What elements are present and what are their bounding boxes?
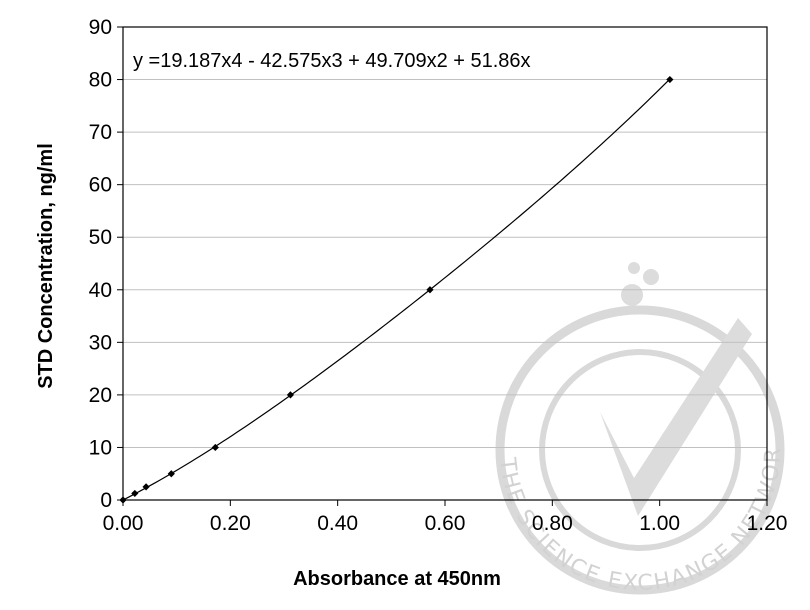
x-tick-label: 0.60 xyxy=(425,512,466,535)
y-tick-label: 30 xyxy=(89,331,112,354)
data-point xyxy=(426,286,434,294)
trendline-equation: y =19.187x4 - 42.575x3 + 49.709x2 + 51.8… xyxy=(133,50,531,72)
y-tick-label: 60 xyxy=(89,174,112,197)
checkmark-seal-icon xyxy=(600,318,752,516)
x-tick-label: 1.20 xyxy=(747,512,788,535)
y-tick-label: 90 xyxy=(89,16,112,39)
x-tick-label: 1.00 xyxy=(639,512,680,535)
data-point xyxy=(142,483,150,491)
data-point xyxy=(167,470,175,478)
gridlines xyxy=(123,26,767,448)
x-tick-label: 0.00 xyxy=(103,512,144,535)
watermark-dot-medium xyxy=(643,269,659,285)
y-tick-label: 40 xyxy=(89,279,112,302)
watermark-dot-small xyxy=(628,262,640,274)
data-point xyxy=(211,443,219,452)
y-axis-title: STD Concentration, ng/ml xyxy=(35,143,57,389)
x-tick-label: 0.80 xyxy=(532,512,573,535)
watermark-seal: THE SCIENCE EXCHANGE NETWORK xyxy=(0,0,785,596)
plot-area-border xyxy=(122,26,768,501)
x-axis-title: Absorbance at 450nm xyxy=(293,568,501,590)
data-points xyxy=(119,75,674,504)
y-tick-label: 0 xyxy=(100,489,112,512)
watermark-text: THE SCIENCE EXCHANGE NETWORK xyxy=(0,0,784,596)
data-point xyxy=(119,496,127,504)
y-tick-label: 70 xyxy=(89,121,112,144)
y-tick-label: 80 xyxy=(89,69,112,92)
tick-labels: 0 10 20 30 40 50 60 70 80 90 0.00 0.20 0.40 0.60 0.80 1… xyxy=(89,16,788,535)
watermark-dot-large xyxy=(621,284,643,306)
x-tick-label: 0.40 xyxy=(317,512,358,535)
watermark-outer-ring xyxy=(495,305,785,595)
y-tick-label: 10 xyxy=(89,436,112,459)
watermark-inner-ring xyxy=(539,349,741,551)
y-tick-label: 20 xyxy=(89,384,112,407)
data-point xyxy=(286,391,295,399)
x-tick-label: 0.20 xyxy=(210,512,251,535)
data-point xyxy=(666,75,674,84)
data-point xyxy=(131,489,139,498)
y-tick-label: 50 xyxy=(89,226,112,249)
